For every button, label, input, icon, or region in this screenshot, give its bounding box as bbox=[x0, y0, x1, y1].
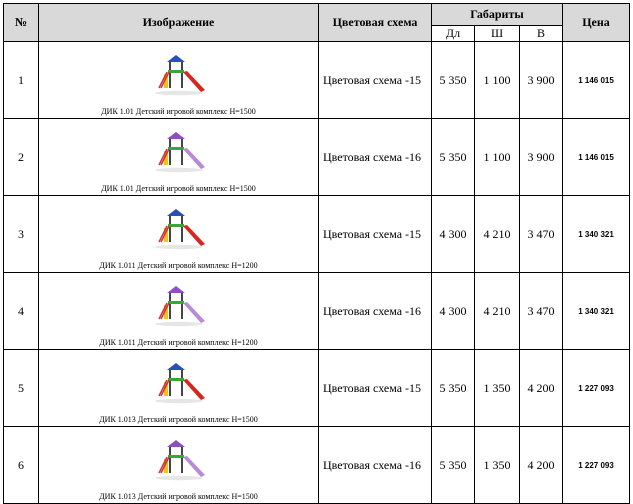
price-value: 1 227 093 bbox=[562, 426, 630, 504]
row-number: 1 bbox=[3, 41, 39, 119]
price-table: № Изображение Цветовая схема Габариты Це… bbox=[3, 3, 630, 504]
color-scheme: Цветовая схема -16 bbox=[318, 118, 432, 196]
header-scheme: Цветовая схема bbox=[318, 3, 432, 42]
height-value: 4 200 bbox=[519, 426, 563, 504]
table-row: 1 ДИК 1.01 Детский игровой комплекс Н=15… bbox=[3, 41, 630, 119]
width-value: 1 350 bbox=[474, 426, 520, 504]
header-width: Ш bbox=[474, 25, 520, 42]
product-image-cell: ДИК 1.01 Детский игровой комплекс Н=1500 bbox=[38, 41, 319, 119]
color-scheme: Цветовая схема -16 bbox=[318, 272, 432, 350]
playground-red-slide-icon[interactable] bbox=[149, 208, 209, 250]
playground-red-slide-icon[interactable] bbox=[149, 362, 209, 404]
width-value: 4 210 bbox=[474, 272, 520, 350]
color-scheme: Цветовая схема -15 bbox=[318, 349, 432, 427]
product-caption: ДИК 1.013 Детский игровой комплекс Н=150… bbox=[99, 492, 258, 501]
price-value: 1 227 093 bbox=[562, 349, 630, 427]
table-row: 3 ДИК 1.011 Детский игровой комплекс Н=1… bbox=[3, 195, 630, 273]
width-value: 1 350 bbox=[474, 349, 520, 427]
header-dimensions: Габариты bbox=[431, 3, 563, 26]
width-value: 4 210 bbox=[474, 195, 520, 273]
width-value: 1 100 bbox=[474, 118, 520, 196]
table-row: 2 ДИК 1.01 Детский игровой комплекс Н=15… bbox=[3, 118, 630, 196]
height-value: 3 900 bbox=[519, 41, 563, 119]
header-height: В bbox=[519, 25, 563, 42]
length-value: 4 300 bbox=[431, 272, 475, 350]
product-image-cell: ДИК 1.011 Детский игровой комплекс Н=120… bbox=[38, 272, 319, 350]
playground-purple-slide-icon[interactable] bbox=[149, 439, 209, 481]
header-price: Цена bbox=[562, 3, 630, 42]
height-value: 3 900 bbox=[519, 118, 563, 196]
playground-purple-slide-icon[interactable] bbox=[149, 285, 209, 327]
length-value: 5 350 bbox=[431, 41, 475, 119]
price-value: 1 146 015 bbox=[562, 118, 630, 196]
product-image-cell: ДИК 1.013 Детский игровой комплекс Н=150… bbox=[38, 349, 319, 427]
product-caption: ДИК 1.01 Детский игровой комплекс Н=1500 bbox=[101, 107, 256, 116]
price-value: 1 340 321 bbox=[562, 272, 630, 350]
row-number: 6 bbox=[3, 426, 39, 504]
header-length: Дл bbox=[431, 25, 475, 42]
product-image-cell: ДИК 1.01 Детский игровой комплекс Н=1500 bbox=[38, 118, 319, 196]
playground-red-slide-icon[interactable] bbox=[149, 54, 209, 96]
color-scheme: Цветовая схема -16 bbox=[318, 426, 432, 504]
header-image: Изображение bbox=[38, 3, 319, 42]
length-value: 5 350 bbox=[431, 349, 475, 427]
playground-purple-slide-icon[interactable] bbox=[149, 131, 209, 173]
product-image-cell: ДИК 1.011 Детский игровой комплекс Н=120… bbox=[38, 195, 319, 273]
row-number: 2 bbox=[3, 118, 39, 196]
table-row: 4 ДИК 1.011 Детский игровой комплекс Н=1… bbox=[3, 272, 630, 350]
length-value: 4 300 bbox=[431, 195, 475, 273]
color-scheme: Цветовая схема -15 bbox=[318, 41, 432, 119]
price-table-wrapper: № Изображение Цветовая схема Габариты Це… bbox=[3, 3, 630, 504]
table-row: 5 ДИК 1.013 Детский игровой комплекс Н=1… bbox=[3, 349, 630, 427]
product-caption: ДИК 1.011 Детский игровой комплекс Н=120… bbox=[99, 338, 258, 347]
height-value: 4 200 bbox=[519, 349, 563, 427]
length-value: 5 350 bbox=[431, 426, 475, 504]
row-number: 5 bbox=[3, 349, 39, 427]
row-number: 4 bbox=[3, 272, 39, 350]
product-caption: ДИК 1.013 Детский игровой комплекс Н=150… bbox=[99, 415, 258, 424]
header-num: № bbox=[3, 3, 39, 42]
color-scheme: Цветовая схема -15 bbox=[318, 195, 432, 273]
height-value: 3 470 bbox=[519, 195, 563, 273]
table-row: 6 ДИК 1.013 Детский игровой комплекс Н=1… bbox=[3, 426, 630, 504]
product-image-cell: ДИК 1.013 Детский игровой комплекс Н=150… bbox=[38, 426, 319, 504]
height-value: 3 470 bbox=[519, 272, 563, 350]
product-caption: ДИК 1.01 Детский игровой комплекс Н=1500 bbox=[101, 184, 256, 193]
length-value: 5 350 bbox=[431, 118, 475, 196]
width-value: 1 100 bbox=[474, 41, 520, 119]
price-value: 1 146 015 bbox=[562, 41, 630, 119]
price-value: 1 340 321 bbox=[562, 195, 630, 273]
product-caption: ДИК 1.011 Детский игровой комплекс Н=120… bbox=[99, 261, 258, 270]
row-number: 3 bbox=[3, 195, 39, 273]
